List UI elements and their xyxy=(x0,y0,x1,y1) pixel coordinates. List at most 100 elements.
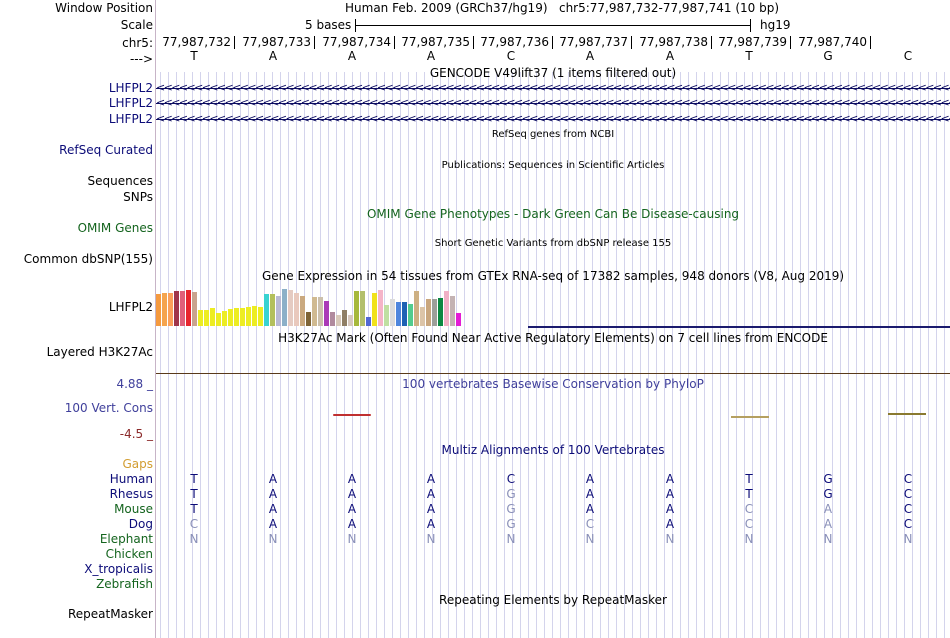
species-label-mouse[interactable]: Mouse xyxy=(114,502,153,516)
gtex-expression-bars[interactable] xyxy=(156,284,950,326)
gtex-tissue-bar[interactable] xyxy=(294,293,299,326)
gtex-tissue-bar[interactable] xyxy=(234,308,239,326)
species-label-dog[interactable]: Dog xyxy=(128,517,153,531)
gtex-tissue-bar[interactable] xyxy=(414,291,419,326)
reference-base[interactable]: G xyxy=(823,49,833,63)
gtex-tissue-bar[interactable] xyxy=(342,310,347,326)
gtex-gene-label[interactable]: LHFPL2 xyxy=(108,300,153,314)
species-label-rhesus[interactable]: Rhesus xyxy=(109,487,153,501)
reference-base[interactable]: T xyxy=(190,49,198,63)
gtex-tissue-bar[interactable] xyxy=(156,294,161,326)
species-label-elephant[interactable]: Elephant xyxy=(99,532,153,546)
gtex-tissue-bar[interactable] xyxy=(324,301,329,326)
gtex-tissue-bar[interactable] xyxy=(270,294,275,326)
reference-base[interactable]: A xyxy=(665,49,675,63)
gtex-tissue-bar[interactable] xyxy=(372,293,377,326)
repeatmasker-track-title[interactable]: Repeating Elements by RepeatMasker xyxy=(439,593,667,607)
gtex-tissue-bar[interactable] xyxy=(276,296,281,326)
reference-base[interactable]: C xyxy=(903,49,913,63)
species-label-human[interactable]: Human xyxy=(109,472,153,486)
refseq-track-title[interactable]: RefSeq genes from NCBI xyxy=(491,129,615,140)
gtex-tissue-bar[interactable] xyxy=(228,309,233,326)
gencode-gene-label-2[interactable]: LHFPL2 xyxy=(108,96,153,110)
phylop-min-label: -4.5 _ xyxy=(119,427,153,441)
coordinate-label: 77,987,737 xyxy=(559,35,628,49)
gtex-tissue-bar[interactable] xyxy=(204,310,209,326)
dbsnp-track-title[interactable]: Short Genetic Variants from dbSNP releas… xyxy=(434,238,672,249)
phylop-label[interactable]: 100 Vert. Cons xyxy=(64,401,153,415)
h3k27ac-label[interactable]: Layered H3K27Ac xyxy=(46,345,153,359)
gtex-tissue-bar[interactable] xyxy=(312,297,317,326)
gtex-tissue-bar[interactable] xyxy=(192,292,197,326)
publications-snps-label[interactable]: SNPs xyxy=(123,190,153,204)
gtex-tissue-bar[interactable] xyxy=(390,299,395,326)
gtex-tissue-bar[interactable] xyxy=(180,291,185,326)
gtex-tissue-bar[interactable] xyxy=(450,296,455,326)
reference-base[interactable]: T xyxy=(745,49,753,63)
gtex-tissue-bar[interactable] xyxy=(402,302,407,326)
gtex-tissue-bar[interactable] xyxy=(456,313,461,326)
gtex-tissue-bar[interactable] xyxy=(216,313,221,326)
gtex-tissue-bar[interactable] xyxy=(246,307,251,326)
gtex-tissue-bar[interactable] xyxy=(198,310,203,326)
dbsnp-label[interactable]: Common dbSNP(155) xyxy=(23,252,153,266)
gencode-transcript-3[interactable]: <<<<<<<<<<<<<<<<<<<<<<<<<<<<<<<<<<<<<<<<… xyxy=(156,112,950,125)
repeatmasker-label[interactable]: RepeatMasker xyxy=(67,607,153,621)
gtex-tissue-bar[interactable] xyxy=(330,312,335,326)
gtex-tissue-bar[interactable] xyxy=(258,307,263,326)
gtex-tissue-bar[interactable] xyxy=(354,291,359,326)
gtex-tissue-bar[interactable] xyxy=(360,291,365,326)
gtex-tissue-bar[interactable] xyxy=(396,302,401,326)
publications-sequences-label[interactable]: Sequences xyxy=(87,174,153,188)
multiz-track-title[interactable]: Multiz Alignments of 100 Vertebrates xyxy=(441,443,665,457)
reference-base[interactable]: A xyxy=(426,49,436,63)
gtex-tissue-bar[interactable] xyxy=(306,312,311,326)
gtex-tissue-bar[interactable] xyxy=(336,315,341,326)
gtex-tissue-bar[interactable] xyxy=(168,293,173,326)
gtex-tissue-bar[interactable] xyxy=(378,290,383,326)
h3k27ac-track-title[interactable]: H3K27Ac Mark (Often Found Near Active Re… xyxy=(278,331,828,345)
gtex-tissue-bar[interactable] xyxy=(438,298,443,326)
gencode-gene-label-1[interactable]: LHFPL2 xyxy=(108,81,153,95)
gtex-tissue-bar[interactable] xyxy=(384,305,389,326)
gtex-tissue-bar[interactable] xyxy=(444,291,449,326)
omim-label[interactable]: OMIM Genes xyxy=(77,221,153,235)
reference-base[interactable]: C xyxy=(506,49,516,63)
grid-line xyxy=(608,72,609,638)
gtex-tissue-bar[interactable] xyxy=(186,290,191,326)
gtex-tissue-bar[interactable] xyxy=(300,296,305,326)
species-label-x_tropicalis[interactable]: X_tropicalis xyxy=(84,562,153,576)
gtex-tissue-bar[interactable] xyxy=(162,293,167,326)
reference-base[interactable]: A xyxy=(347,49,357,63)
reference-base[interactable]: A xyxy=(268,49,278,63)
species-label-chicken[interactable]: Chicken xyxy=(105,547,153,561)
publications-track-title[interactable]: Publications: Sequences in Scientific Ar… xyxy=(441,160,665,171)
gtex-tissue-bar[interactable] xyxy=(288,290,293,326)
grid-line xyxy=(696,72,697,638)
gencode-transcript-2[interactable]: <<<<<<<<<<<<<<<<<<<<<<<<<<<<<<<<<<<<<<<<… xyxy=(156,96,950,109)
gtex-track-title[interactable]: Gene Expression in 54 tissues from GTEx … xyxy=(261,269,845,283)
gtex-tissue-bar[interactable] xyxy=(252,306,257,326)
gtex-tissue-bar[interactable] xyxy=(432,299,437,326)
gtex-tissue-bar[interactable] xyxy=(222,311,227,326)
gtex-tissue-bar[interactable] xyxy=(240,308,245,326)
gtex-tissue-bar[interactable] xyxy=(282,289,287,326)
gtex-tissue-bar[interactable] xyxy=(348,315,353,326)
species-label-zebrafish[interactable]: Zebrafish xyxy=(96,577,153,591)
gencode-gene-label-3[interactable]: LHFPL2 xyxy=(108,112,153,126)
gtex-tissue-bar[interactable] xyxy=(408,304,413,326)
gtex-tissue-bar[interactable] xyxy=(366,317,371,326)
phylop-track-title[interactable]: 100 vertebrates Basewise Conservation by… xyxy=(402,377,704,391)
gtex-tissue-bar[interactable] xyxy=(174,291,179,326)
gencode-transcript-1[interactable]: <<<<<<<<<<<<<<<<<<<<<<<<<<<<<<<<<<<<<<<<… xyxy=(156,81,950,94)
reference-base[interactable]: A xyxy=(585,49,595,63)
multiz-gaps-label[interactable]: Gaps xyxy=(122,457,153,471)
gtex-tissue-bar[interactable] xyxy=(420,307,425,326)
gencode-track-title[interactable]: GENCODE V49lift37 (1 items filtered out) xyxy=(429,66,677,80)
gtex-tissue-bar[interactable] xyxy=(426,299,431,326)
refseq-label[interactable]: RefSeq Curated xyxy=(59,143,153,157)
gtex-tissue-bar[interactable] xyxy=(210,308,215,326)
gtex-tissue-bar[interactable] xyxy=(318,297,323,326)
gtex-tissue-bar[interactable] xyxy=(264,294,269,326)
omim-track-title[interactable]: OMIM Gene Phenotypes - Dark Green Can Be… xyxy=(366,207,740,221)
